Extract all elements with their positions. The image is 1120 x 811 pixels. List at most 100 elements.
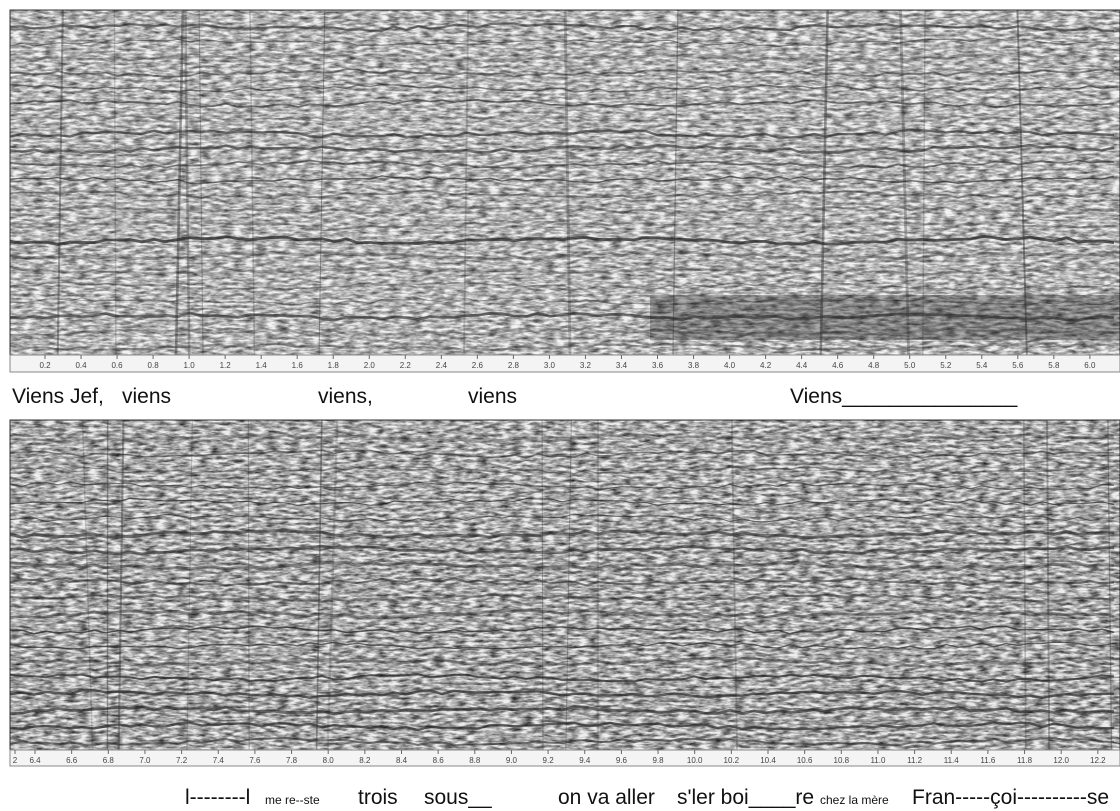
time-label: 7.0 <box>139 756 151 765</box>
time-label: 9.4 <box>579 756 591 765</box>
lyric: on va aller <box>558 786 655 809</box>
lyric: viens <box>468 385 517 408</box>
harmonic <box>10 220 1115 231</box>
harmonic <box>10 83 1115 93</box>
onset <box>81 420 94 750</box>
time-label: 9.2 <box>543 756 555 765</box>
time-label: 5.0 <box>904 361 916 370</box>
time-label: 6.4 <box>29 756 41 765</box>
time-label: 9.8 <box>652 756 664 765</box>
time-label: 8.2 <box>359 756 371 765</box>
harmonic <box>10 296 1115 306</box>
time-label: 8.8 <box>469 756 481 765</box>
time-label: 4.4 <box>796 361 808 370</box>
time-label: 2.2 <box>400 361 412 370</box>
onset <box>730 420 738 750</box>
onset <box>672 10 679 355</box>
time-label: 11.2 <box>907 756 923 765</box>
harmonic <box>10 235 1115 246</box>
time-label: 7.4 <box>213 756 225 765</box>
lyric: viens, <box>318 385 373 408</box>
time-label: 2 <box>13 756 18 765</box>
time-label: 1.8 <box>328 361 340 370</box>
onset <box>183 10 191 355</box>
harmonic <box>10 98 1115 108</box>
time-label: 12.0 <box>1053 756 1069 765</box>
time-label: 0.6 <box>111 361 123 370</box>
lyric: me re--ste <box>265 793 320 807</box>
onset <box>563 10 572 355</box>
time-label: 11.0 <box>870 756 886 765</box>
harmonic <box>10 250 1115 261</box>
time-label: 6.6 <box>66 756 78 765</box>
harmonic <box>10 688 1115 700</box>
harmonic <box>10 205 1115 215</box>
spectrogram-top: 0.2 0.4 0.6 0.8 1.0 1.2 1.4 1.6 1.8 2.0 2.2 2.4 2.6 2… <box>9 9 1120 373</box>
lyric: viens <box>122 385 171 408</box>
time-label: 10.2 <box>724 756 740 765</box>
harmonic <box>10 342 1115 352</box>
harmonic <box>10 189 1115 200</box>
harmonic <box>10 465 1115 475</box>
lyric: sous__ <box>424 786 492 809</box>
time-label: 1.4 <box>256 361 268 370</box>
time-label: 2.8 <box>508 361 520 370</box>
onset <box>117 420 125 750</box>
onset <box>174 10 185 355</box>
harmonic <box>10 577 1115 587</box>
time-label: 2.4 <box>436 361 448 370</box>
time-label: 7.6 <box>249 756 261 765</box>
harmonic <box>10 22 1115 33</box>
time-label: 10.0 <box>687 756 703 765</box>
time-label: 8.6 <box>433 756 445 765</box>
time-label: 11.6 <box>980 756 996 765</box>
harmonic <box>10 625 1115 635</box>
time-label: 8.4 <box>396 756 408 765</box>
harmonic <box>10 673 1115 683</box>
harmonic <box>10 528 1115 539</box>
time-label: 8.0 <box>323 756 335 765</box>
time-label: 4.8 <box>868 361 880 370</box>
onset <box>541 420 544 750</box>
onset <box>198 10 204 355</box>
harmonic <box>10 560 1115 571</box>
time-axis <box>9 354 1120 373</box>
harmonic <box>10 114 1115 123</box>
onset <box>315 420 323 750</box>
onset <box>1046 420 1051 750</box>
time-label: 3.2 <box>580 361 592 370</box>
onset <box>899 10 911 355</box>
harmonic <box>10 175 1115 185</box>
time-label: 4.2 <box>760 361 772 370</box>
time-label: 6.8 <box>103 756 115 765</box>
time-label: 4.0 <box>724 361 736 370</box>
time-label: 10.6 <box>797 756 813 765</box>
lyric: Fran-----çoi----------se <box>912 786 1109 809</box>
onset <box>113 10 117 355</box>
lyric: Viens Jef, <box>12 385 104 408</box>
time-axis <box>9 749 1120 767</box>
time-label: 0.4 <box>75 361 87 370</box>
time-label: 5.6 <box>1012 361 1024 370</box>
harmonic <box>10 311 1115 322</box>
lyric: trois <box>358 786 398 809</box>
harmonic <box>10 721 1115 732</box>
time-label: 6.0 <box>1084 361 1096 370</box>
harmonic <box>10 38 1115 47</box>
onset <box>1022 420 1027 750</box>
time-label: 0.2 <box>39 361 51 370</box>
time-label: 10.4 <box>760 756 776 765</box>
lyric: chez la mère <box>820 793 889 807</box>
harmonic <box>10 266 1115 276</box>
time-label: 2.0 <box>364 361 376 370</box>
harmonic <box>10 513 1115 523</box>
onset <box>326 420 339 750</box>
time-label: 10.8 <box>834 756 850 765</box>
harmonic <box>10 52 1115 63</box>
time-label: 0.8 <box>148 361 160 370</box>
harmonic <box>10 544 1115 556</box>
harmonic <box>10 159 1115 169</box>
spectrogram-bottom: 2 6.4 6.6 6.8 7.0 7.2 7.4 7.6 7.8 8.0 8.2 8.4 8.6 8.8… <box>9 419 1120 767</box>
